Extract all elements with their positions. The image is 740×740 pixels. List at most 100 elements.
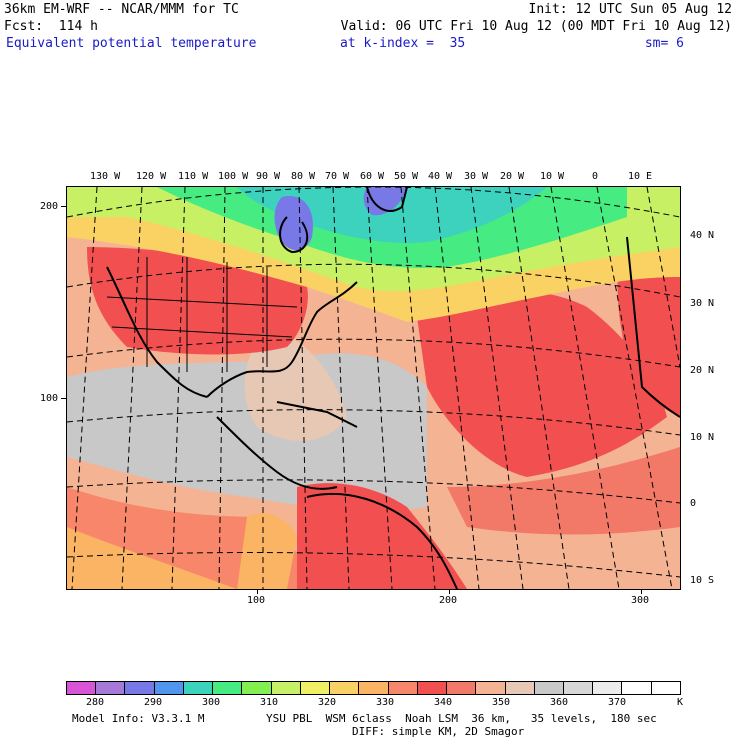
lon-label: 10 W (540, 171, 565, 182)
lat-line-0 (67, 479, 680, 504)
colorbar-swatch (476, 682, 506, 694)
colorbar-label: 370 (608, 697, 627, 708)
colorbar-swatch (125, 682, 155, 694)
lon-label: 110 W (178, 171, 209, 182)
lon-label: 50 W (394, 171, 419, 182)
colorbar-swatch (359, 682, 389, 694)
colorbar-label: 360 (550, 697, 569, 708)
lon-line (366, 187, 393, 589)
lon-label: 40 W (428, 171, 453, 182)
x-grid-label: 300 (631, 595, 650, 606)
x-tick (257, 589, 258, 594)
africa-coast (626, 236, 680, 418)
lon-line (121, 187, 143, 589)
colorbar-label: 340 (434, 697, 453, 708)
lon-label: 0 (592, 171, 599, 182)
colorbar-label: 280 (86, 697, 105, 708)
lat-line-10n (67, 409, 680, 436)
x-grid-label: 200 (439, 595, 458, 606)
colorbar-swatch (213, 682, 243, 694)
colorbar-swatch (300, 682, 331, 694)
y-grid-label: 200 (40, 201, 59, 212)
colorbar-swatch (67, 682, 97, 694)
lon-label: 80 W (291, 171, 316, 182)
lon-label: 10 E (628, 171, 653, 182)
south-america-field (297, 483, 467, 589)
lon-label: 30 W (464, 171, 489, 182)
andes-field (237, 513, 297, 589)
lon-label: 70 W (325, 171, 350, 182)
field-name: Equivalent potential temperature (6, 36, 257, 51)
colorbar-swatch (447, 682, 477, 694)
lon-line (171, 187, 186, 589)
y-grid-label: 100 (40, 393, 59, 404)
colorbar-swatch (417, 682, 448, 694)
caribbean-field (244, 327, 347, 441)
lon-line (596, 187, 673, 589)
temperature-colorbar (66, 681, 681, 695)
x-grid-label: 100 (247, 595, 266, 606)
colorbar-swatch (330, 682, 360, 694)
lat-label: 40 N (690, 230, 715, 241)
central-america-coast (216, 416, 338, 490)
colorbar-label: 310 (260, 697, 279, 708)
colorbar-swatch (388, 682, 418, 694)
lat-label: 0 (690, 498, 697, 509)
colorbar-swatch (96, 682, 126, 694)
valid-time: Valid: 06 UTC Fri 10 Aug 12 (00 MDT Fri … (340, 19, 732, 34)
lat-label: 10 S (690, 575, 715, 586)
colorbar-swatch (534, 682, 564, 694)
state-borders (106, 257, 298, 372)
colorbar-label: 290 (144, 697, 163, 708)
theta-e-map (66, 186, 681, 590)
lon-line (332, 187, 350, 589)
lon-label: 130 W (90, 171, 121, 182)
colorbar-swatch (505, 682, 535, 694)
lon-label: 100 W (218, 171, 249, 182)
lat-line-10s (67, 552, 680, 578)
lon-line (470, 187, 524, 589)
lat-label: 10 N (690, 432, 715, 443)
coastlines (106, 187, 680, 589)
lon-line (646, 187, 680, 368)
hudson-bay-field (274, 196, 313, 251)
graticule (67, 187, 680, 589)
south-america-coast (306, 492, 458, 589)
colorbar-label: 320 (318, 697, 337, 708)
equatorial-band (447, 447, 680, 535)
colorbar-swatch (622, 682, 652, 694)
colorbar-swatch (593, 682, 623, 694)
greenland-field (363, 187, 407, 216)
level-index: at k-index = 35 (340, 36, 466, 51)
lon-line (550, 187, 620, 589)
us-red-field (87, 247, 308, 355)
lon-line (218, 187, 226, 589)
diffusion-info: DIFF: simple KM, 2D Smagor (352, 725, 525, 738)
north-band-3 (237, 187, 547, 243)
caribbean-islands (276, 401, 358, 428)
colorbar-swatch (242, 682, 272, 694)
lon-line (400, 187, 436, 589)
hudson-bay-coast (279, 216, 309, 254)
colorbar-label: 350 (492, 697, 511, 708)
pacific-band-2 (67, 527, 237, 589)
colorbar-swatch (271, 682, 301, 694)
forecast-hour: Fcst: 114 h (4, 19, 98, 34)
lon-line (298, 187, 308, 589)
colorbar-unit: K (677, 697, 684, 708)
map-canvas (67, 187, 680, 589)
physics-info: YSU PBL WSM 6class Noah LSM 36 km, 35 le… (266, 712, 657, 725)
lon-label: 120 W (136, 171, 167, 182)
colorbar-label: 300 (202, 697, 221, 708)
colorbar-swatch (154, 682, 184, 694)
model-info: Model Info: V3.3.1 M (72, 712, 205, 725)
lat-label: 20 N (690, 365, 715, 376)
gulf-east-coast (206, 281, 358, 398)
lon-line (508, 187, 570, 589)
x-tick (641, 589, 642, 594)
model-title: 36km EM-WRF -- NCAR/MMM for TC (4, 2, 239, 17)
init-time: Init: 12 UTC Sun 05 Aug 12 (528, 2, 733, 17)
x-tick (449, 589, 450, 594)
atlantic-red-field (417, 290, 667, 477)
lat-label: 30 N (690, 298, 715, 309)
